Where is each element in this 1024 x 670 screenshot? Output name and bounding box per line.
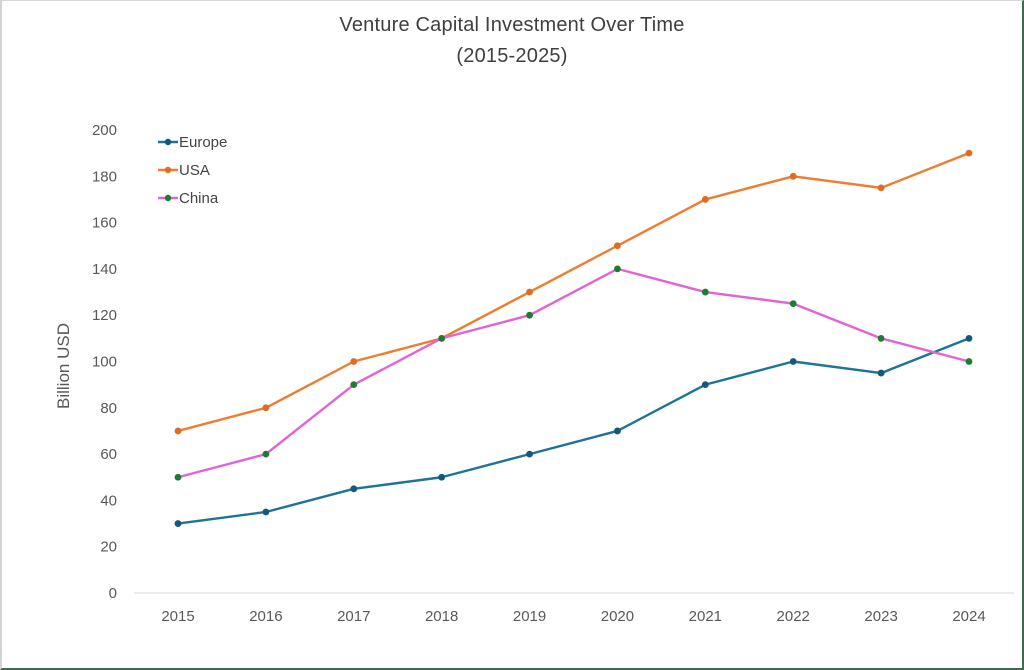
y-tick-label: 120 [92,307,117,324]
data-point-marker [438,473,446,481]
legend-marker-dot [164,194,172,202]
x-tick-label: 2024 [952,608,985,625]
legend-item-china: China [158,190,219,207]
y-tick-label: 100 [92,354,117,371]
data-point-marker [965,149,973,157]
legend-label: Europe [179,134,227,151]
y-axis-title: Billion USD [54,323,73,409]
legend-item-europe: Europe [158,134,227,151]
series-line-usa [177,152,970,433]
series-line-europe [177,337,970,525]
data-point-marker [701,196,709,203]
x-tick-label: 2017 [337,608,370,625]
legend-marker-dot [164,166,172,174]
data-point-marker [789,300,797,308]
data-point-marker [614,242,621,250]
legend-label: China [179,190,219,207]
x-tick-label: 2016 [249,608,282,625]
legend-item-usa: USA [158,162,210,179]
data-point-marker [174,520,182,527]
chart-title-line1: Venture Capital Investment Over Time [339,14,685,36]
legend-label: USA [179,162,210,179]
y-tick-label: 20 [100,539,117,556]
y-tick-label: 80 [100,400,117,417]
data-point-marker [350,381,358,389]
data-point-marker [350,485,358,493]
y-tick-label: 40 [100,492,117,509]
legend: Europe USA China [158,134,227,207]
data-point-marker [614,265,621,273]
legend-marker-dot [164,138,172,146]
y-axis-tick-labels: 0 20 40 60 80 100 120 140 160 180 200 [92,122,117,602]
data-point-marker [789,358,797,365]
data-point-marker [262,508,270,516]
data-point-marker [262,450,270,458]
data-point-marker [614,427,621,435]
x-tick-label: 2015 [161,608,194,625]
data-point-marker [526,288,533,296]
x-tick-label: 2022 [777,608,810,625]
data-point-marker [965,334,973,342]
y-tick-label: 200 [92,122,117,139]
series-line-china [177,267,970,479]
series-europe [174,334,973,527]
data-point-marker [438,334,446,342]
data-point-marker [174,473,182,481]
chart-title: Venture Capital Investment Over Time (20… [2,10,1022,72]
data-point-marker [350,358,358,365]
data-point-marker [526,311,533,319]
y-tick-label: 160 [92,215,117,232]
data-point-marker [701,288,709,296]
x-tick-label: 2023 [864,608,897,625]
y-tick-label: 140 [92,261,117,278]
data-point-marker [965,358,973,365]
y-tick-label: 0 [109,585,117,602]
x-tick-label: 2018 [425,608,458,625]
data-point-marker [877,334,885,342]
data-point-marker [701,381,709,389]
data-point-marker [526,450,533,458]
data-point-marker [174,427,182,435]
series-china [174,265,973,481]
y-tick-label: 60 [100,446,117,463]
y-tick-label: 180 [92,168,117,185]
data-point-marker [877,184,885,192]
chart-title-line2: (2015-2025) [456,45,568,67]
x-tick-label: 2021 [689,608,722,625]
x-tick-label: 2019 [513,608,546,625]
data-point-marker [262,404,270,412]
x-tick-label: 2020 [601,608,634,625]
data-point-marker [877,369,885,377]
x-axis-tick-labels: 2015 2016 2017 2018 2019 2020 2021 2022 2023 2024 [161,608,985,625]
data-point-marker [789,172,797,180]
